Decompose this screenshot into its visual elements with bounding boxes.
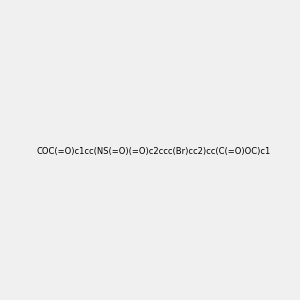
Text: COC(=O)c1cc(NS(=O)(=O)c2ccc(Br)cc2)cc(C(=O)OC)c1: COC(=O)c1cc(NS(=O)(=O)c2ccc(Br)cc2)cc(C(… — [37, 147, 271, 156]
